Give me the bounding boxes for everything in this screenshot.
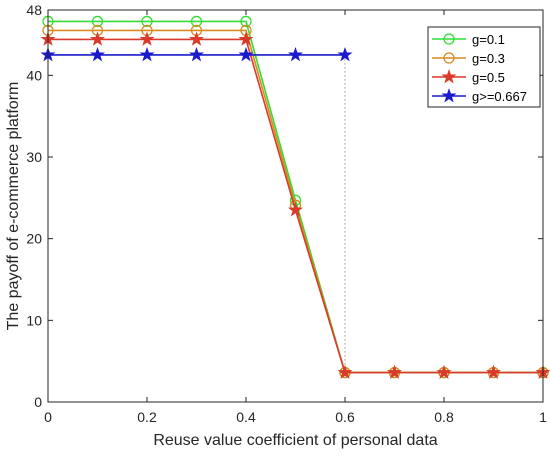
y-axis-label: The payoff of e-commerce platform bbox=[5, 82, 22, 331]
data-point bbox=[238, 31, 254, 46]
data-point bbox=[91, 15, 104, 28]
data-point bbox=[287, 47, 304, 62]
legend-item: g=0.1 bbox=[432, 32, 505, 47]
legend-label: g=0.3 bbox=[472, 51, 505, 66]
data-point bbox=[188, 47, 205, 62]
legend-marker bbox=[441, 69, 457, 84]
legend-marker bbox=[441, 88, 457, 103]
y-tick-label: 20 bbox=[26, 231, 42, 247]
legend-label: g=0.5 bbox=[472, 70, 505, 85]
data-point bbox=[485, 364, 502, 379]
x-tick-label: 0.6 bbox=[335, 409, 355, 425]
data-point bbox=[436, 364, 452, 379]
legend-label: g=0.1 bbox=[472, 32, 505, 47]
axes-frame bbox=[47, 9, 544, 403]
x-tick-label: 0.8 bbox=[434, 409, 454, 425]
data-point bbox=[190, 15, 203, 28]
legend-label: g>=0.667 bbox=[472, 89, 527, 104]
x-axis-label: Reuse value coefficient of personal data bbox=[153, 432, 437, 449]
series-group bbox=[40, 15, 550, 379]
data-point bbox=[188, 31, 205, 46]
y-tick-label: 40 bbox=[26, 67, 42, 83]
y-tick-label: 30 bbox=[26, 149, 42, 165]
legend-marker bbox=[443, 52, 455, 64]
legend-marker bbox=[443, 33, 455, 45]
x-tick-label: 0.2 bbox=[137, 409, 157, 425]
data-point bbox=[386, 364, 403, 379]
legend-item: g=0.5 bbox=[432, 69, 505, 85]
x-tick-label: 0.4 bbox=[236, 409, 256, 425]
data-point bbox=[141, 15, 153, 28]
data-point bbox=[89, 31, 106, 46]
data-point bbox=[337, 47, 353, 62]
data-point bbox=[89, 47, 106, 62]
legend-item: g=0.3 bbox=[432, 51, 505, 66]
legend-item: g>=0.667 bbox=[432, 88, 527, 104]
y-tick-label: 48 bbox=[26, 2, 42, 18]
data-point bbox=[287, 202, 304, 217]
y-tick-label: 10 bbox=[26, 312, 42, 328]
x-tick-label: 1 bbox=[539, 409, 547, 425]
data-point bbox=[337, 364, 353, 379]
data-point bbox=[139, 47, 155, 62]
x-tick-label: 0 bbox=[44, 409, 52, 425]
data-point bbox=[240, 15, 252, 28]
data-point bbox=[139, 31, 155, 46]
legend: g=0.1 g=0.3 g=0.5 g>=0.667 bbox=[427, 26, 541, 108]
data-point bbox=[238, 47, 254, 62]
y-tick-label: 0 bbox=[34, 394, 42, 410]
